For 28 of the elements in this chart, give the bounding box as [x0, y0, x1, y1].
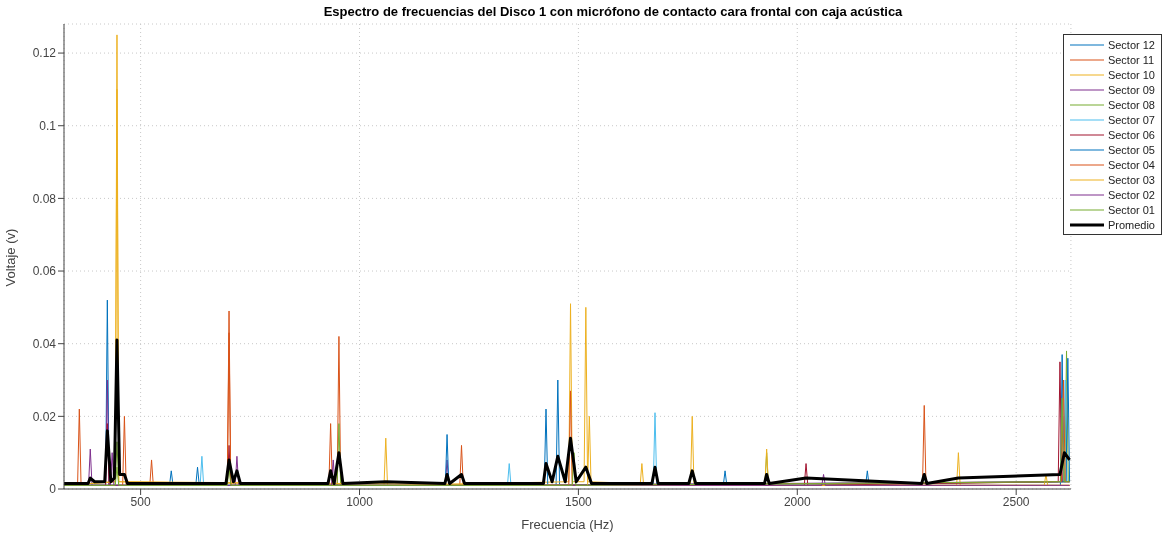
legend-label: Sector 12 [1107, 38, 1155, 51]
x-axis-title: Frecuencia (Hz) [521, 517, 614, 532]
y-tick-label: 0.06 [32, 264, 57, 279]
legend-label: Promedio [1107, 218, 1155, 231]
y-tick-label: 0.04 [32, 336, 57, 351]
y-axis-title: Voltaje (v) [2, 228, 18, 287]
legend-label: Sector 10 [1107, 68, 1155, 81]
x-tick-label: 1000 [346, 494, 374, 509]
legend-label: Sector 03 [1107, 173, 1155, 186]
legend-label: Sector 01 [1107, 203, 1155, 216]
y-tick-label: 0 [49, 482, 57, 497]
legend-label: Sector 02 [1107, 188, 1155, 201]
x-tick-label: 2500 [1002, 494, 1030, 509]
legend-label: Sector 11 [1107, 53, 1155, 66]
legend-label: Sector 04 [1107, 158, 1155, 171]
y-tick-label: 0.08 [32, 191, 57, 206]
legend-label: Sector 06 [1107, 128, 1155, 141]
y-tick-label: 0.1 [39, 118, 57, 133]
chart-title: Espectro de frecuencias del Disco 1 con micrófono de contacto cara frontal con caja acústica [322, 4, 904, 19]
legend-label: Sector 05 [1107, 143, 1155, 156]
legend-label: Sector 09 [1107, 83, 1155, 96]
x-tick-label: 1500 [565, 494, 593, 509]
y-tick-label: 0.12 [32, 46, 57, 61]
legend-label: Sector 07 [1107, 113, 1155, 126]
x-tick-label: 500 [130, 494, 151, 509]
y-tick-label: 0.02 [32, 409, 57, 424]
x-tick-label: 2000 [783, 494, 811, 509]
legend-label: Sector 08 [1107, 98, 1155, 111]
